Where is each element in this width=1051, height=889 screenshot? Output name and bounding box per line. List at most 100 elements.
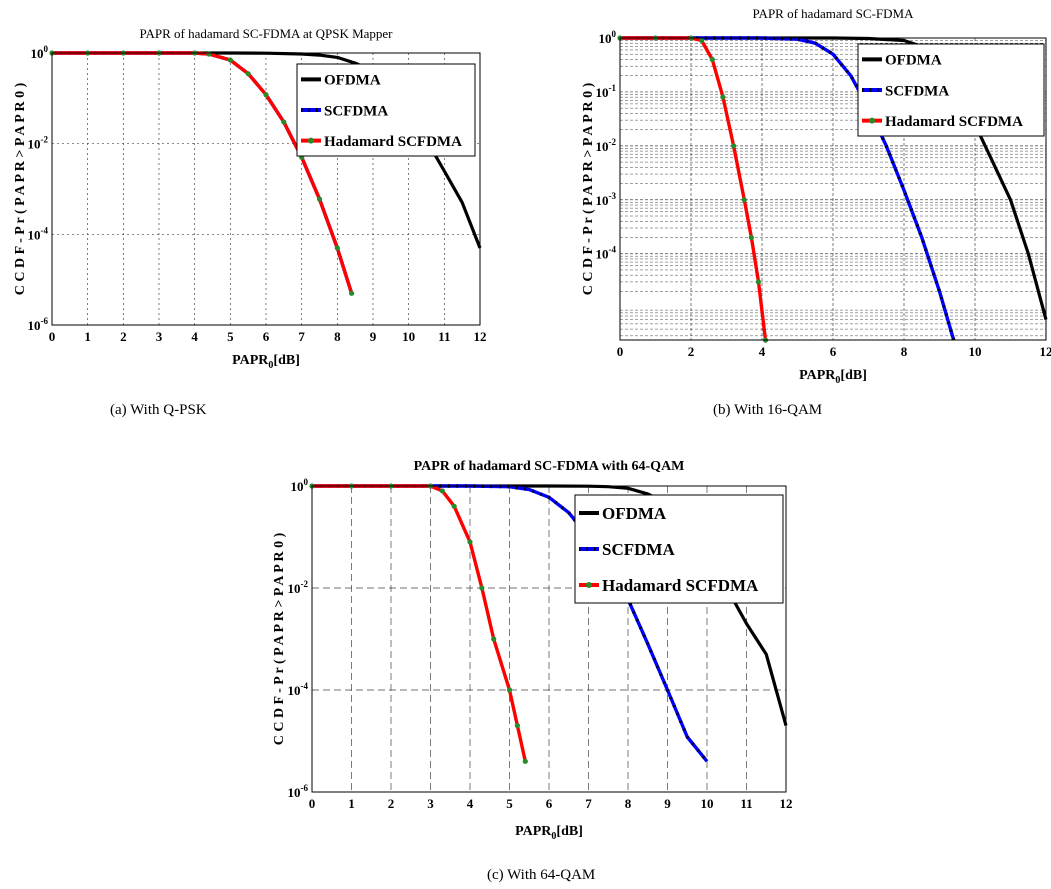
x-tick-label: 5 — [506, 796, 513, 811]
y-tick-base: 10 — [288, 785, 301, 800]
y-tick-label: 10-6 — [28, 316, 49, 333]
legend-label: OFDMA — [602, 504, 667, 523]
y-tick-base: 10 — [288, 581, 301, 596]
x-tick-label: 11 — [740, 796, 752, 811]
legend-label: Hadamard SCFDMA — [602, 576, 759, 595]
x-tick-label: 12 — [1040, 344, 1051, 359]
series-marker-point — [731, 143, 737, 149]
series-marker-point — [206, 51, 212, 57]
x-label-sub: 0 — [268, 360, 273, 371]
y-tick-label: 10-2 — [288, 579, 309, 596]
x-tick-label: 3 — [156, 329, 163, 344]
figure-caption: (a) With Q-PSK — [110, 402, 207, 418]
y-tick-base: 10 — [28, 227, 41, 242]
y-tick-label: 10-4 — [596, 245, 617, 262]
y-tick-exp: -4 — [301, 681, 309, 691]
x-tick-label: 6 — [263, 329, 270, 344]
y-tick-exp: -3 — [609, 191, 617, 201]
y-tick-exp: 0 — [304, 477, 309, 487]
y-tick-label: 100 — [599, 29, 617, 46]
x-tick-label: 6 — [546, 796, 553, 811]
series-marker-point — [491, 636, 497, 642]
legend: OFDMA SCFDMA Hadamard SCFDMA — [574, 494, 784, 604]
x-tick-label: 3 — [427, 796, 434, 811]
series-marker-point — [451, 503, 457, 509]
legend: OFDMA SCFDMA Hadamard SCFDMA — [296, 63, 476, 157]
legend-marker — [586, 582, 592, 588]
y-tick-base: 10 — [28, 137, 41, 152]
x-tick-label: 2 — [688, 344, 695, 359]
y-tick-exp: 0 — [44, 44, 49, 54]
series-marker-point — [514, 723, 521, 729]
y-tick-exp: -4 — [609, 245, 617, 255]
x-tick-label: 10 — [969, 344, 982, 359]
x-label-main: PAPR — [232, 353, 269, 368]
legend: OFDMA SCFDMA Hadamard SCFDMA — [857, 43, 1045, 137]
x-tick-label: 11 — [438, 329, 450, 344]
y-tick-base: 10 — [596, 247, 609, 262]
series-marker-point — [245, 71, 251, 77]
x-tick-label: 12 — [780, 796, 793, 811]
series-marker-point — [467, 539, 473, 545]
series-marker-point — [748, 234, 754, 241]
legend-label: OFDMA — [885, 53, 942, 69]
chart-title: PAPR of hadamard SC-FDMA — [753, 6, 915, 21]
y-tick-base: 10 — [596, 139, 609, 154]
x-tick-label: 7 — [298, 329, 305, 344]
y-axis-label: C C D F - P r ( P A P R > P A P R 0 ) — [272, 532, 287, 745]
series-marker-point — [522, 758, 528, 764]
legend-marker — [308, 137, 314, 144]
x-tick-label: 12 — [474, 329, 487, 344]
x-tick-label: 4 — [191, 329, 198, 344]
x-tick-label: 4 — [759, 344, 766, 359]
axes-box — [619, 37, 1047, 341]
y-tick-exp: -2 — [301, 579, 309, 589]
x-tick-label: 6 — [830, 344, 837, 359]
x-label-tail: [dB] — [273, 353, 299, 368]
y-tick-label: 100 — [31, 44, 49, 61]
legend-label: OFDMA — [324, 73, 381, 89]
legend-label: SCFDMA — [324, 103, 388, 119]
y-tick-label: 10-6 — [288, 783, 309, 800]
series-marker-point — [316, 196, 323, 202]
x-label-tail: [dB] — [556, 824, 582, 839]
legend-label: SCFDMA — [602, 540, 675, 559]
x-tick-label: 4 — [467, 796, 474, 811]
x-axis-label: PAPR0[dB] — [515, 824, 583, 842]
x-tick-label: 0 — [617, 344, 624, 359]
x-tick-label: 8 — [625, 796, 632, 811]
y-tick-label: 10-2 — [596, 137, 617, 154]
y-tick-label: 10-2 — [28, 135, 49, 152]
legend-box — [296, 63, 476, 157]
series-marker-point — [699, 37, 705, 44]
x-tick-label: 10 — [402, 329, 415, 344]
series-marker-point — [479, 585, 485, 591]
y-tick-label: 10-4 — [288, 681, 309, 698]
x-tick-label: 1 — [348, 796, 355, 811]
y-axis-label: C C D F - P r ( P A P R > P A P R 0 ) — [581, 82, 596, 295]
legend-label: Hadamard SCFDMA — [324, 134, 462, 150]
series-marker-point — [755, 279, 762, 285]
x-tick-label: 0 — [49, 329, 56, 344]
figure-caption: (b) With 16-QAM — [713, 402, 822, 418]
x-axis-label: PAPR0[dB] — [232, 353, 300, 371]
y-axis-label: C C D F - P r ( P A P R > P A P R 0 ) — [13, 82, 28, 295]
x-label-sub: 0 — [551, 831, 556, 842]
series-dots-1 — [312, 484, 709, 763]
chart-title: PAPR of hadamard SC-FDMA at QPSK Mapper — [139, 26, 393, 41]
y-tick-exp: -2 — [41, 135, 49, 145]
series-marker-point — [263, 92, 269, 98]
x-tick-label: 9 — [664, 796, 671, 811]
y-tick-base: 10 — [28, 318, 41, 333]
y-tick-base: 10 — [596, 193, 609, 208]
x-tick-label: 1 — [84, 329, 91, 344]
x-label-tail: [dB] — [840, 368, 866, 383]
chart-title: PAPR of hadamard SC-FDMA with 64-QAM — [414, 459, 685, 474]
series-marker-point — [439, 488, 445, 494]
series-marker-point — [334, 245, 340, 251]
series-marker-point — [506, 687, 513, 693]
legend-box — [574, 494, 784, 604]
